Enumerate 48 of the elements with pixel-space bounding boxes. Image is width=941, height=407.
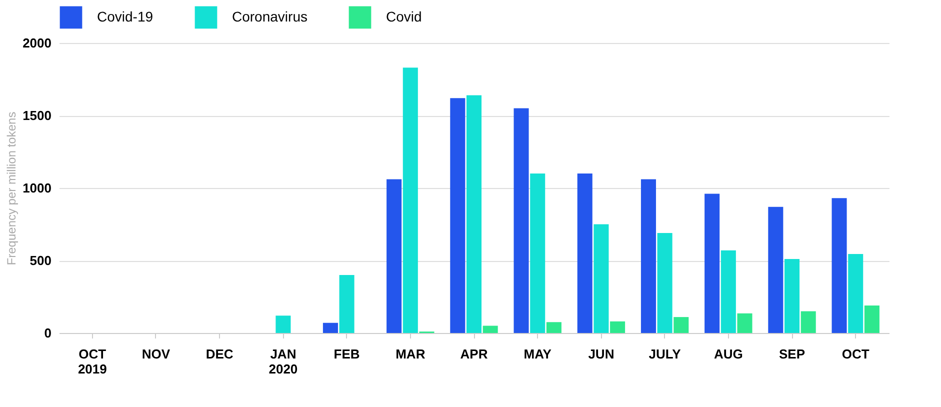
- x-tick-label: FEB: [334, 346, 360, 362]
- bar: [610, 321, 626, 333]
- y-tick-label: 1000: [22, 180, 52, 196]
- bar: [322, 322, 338, 333]
- bar: [386, 179, 402, 333]
- x-tick-label: APR: [460, 346, 488, 362]
- bar: [640, 179, 656, 333]
- bar: [276, 316, 291, 333]
- bar: [832, 198, 847, 333]
- x-tick-label: AUG: [714, 346, 743, 362]
- bar: [800, 311, 816, 333]
- x-tick-label: SEP: [779, 346, 806, 362]
- x-tick-label: OCT 2019: [78, 346, 107, 376]
- bar: [674, 317, 689, 333]
- bar: [594, 224, 609, 333]
- x-tick-label: JAN 2020: [268, 346, 298, 376]
- x-tick-label: DEC: [206, 346, 234, 362]
- bar: [848, 254, 864, 333]
- x-tick-label: JUN: [588, 346, 614, 362]
- bar: [402, 68, 418, 333]
- bar: [864, 305, 880, 333]
- x-tick-label: NOV: [142, 346, 170, 362]
- bar: [768, 206, 784, 333]
- bar: [657, 232, 672, 333]
- bar: [784, 259, 800, 333]
- bar: [546, 322, 562, 333]
- bar: [339, 275, 354, 333]
- bar: [530, 174, 546, 333]
- y-tick-label: 500: [30, 253, 52, 268]
- x-tick-label: JULY: [648, 346, 682, 362]
- y-tick-label: 2000: [22, 36, 52, 50]
- bar: [450, 98, 466, 333]
- bar: [466, 95, 482, 333]
- bar: [720, 250, 736, 333]
- bar: [514, 108, 529, 333]
- y-tick-label: 0: [44, 326, 52, 340]
- legend-label: Covid-19: [97, 8, 154, 24]
- bar: [737, 313, 752, 333]
- x-tick-label: MAR: [396, 346, 426, 362]
- bar: [482, 326, 498, 333]
- y-axis-title: Frequency per million tokens: [4, 112, 19, 266]
- legend-label: Coronavirus: [232, 8, 308, 24]
- bar: [704, 194, 720, 333]
- y-tick-label: 1500: [22, 108, 52, 123]
- x-tick-label: OCT: [842, 346, 870, 362]
- x-tick-label: MAY: [524, 346, 552, 362]
- legend-label: Covid: [386, 8, 422, 24]
- bar: [577, 174, 592, 333]
